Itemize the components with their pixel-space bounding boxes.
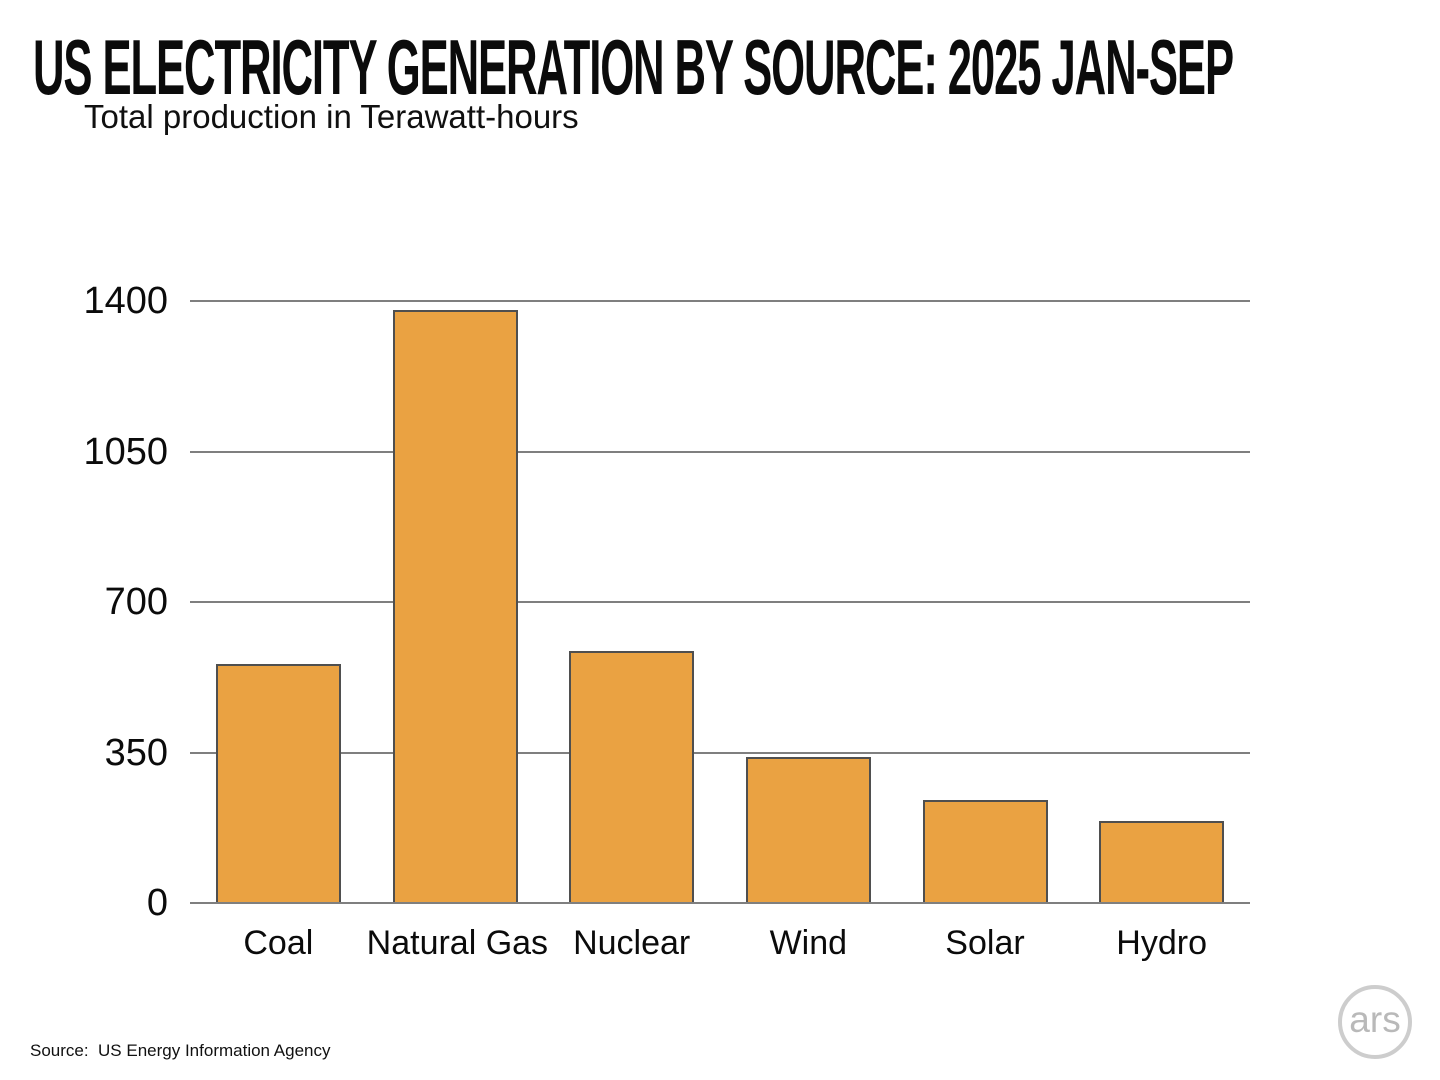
- bar-solar: [922, 799, 1048, 903]
- gridline-1400: [190, 300, 1250, 302]
- x-axis-baseline: [190, 902, 1250, 904]
- x-tick-label-hydro: Hydro: [1116, 924, 1207, 962]
- y-tick-label-0: 0: [146, 882, 168, 924]
- y-tick-label-1400: 1400: [83, 280, 168, 322]
- y-tick-label-700: 700: [104, 581, 168, 623]
- bar-nuclear: [569, 651, 695, 903]
- bar-hydro: [1099, 821, 1225, 903]
- bar-coal: [215, 664, 341, 903]
- chart-subtitle: Total production in Terawatt-hours: [84, 98, 579, 135]
- y-tick-label-1050: 1050: [83, 430, 168, 473]
- source-note: Source: US Energy Information Agency: [30, 1041, 331, 1060]
- gridline-350: [190, 751, 1250, 754]
- chart-title: US ELECTRICITY GENERATION BY SOURCE: 202…: [33, 23, 1234, 111]
- bar-wind: [745, 756, 871, 903]
- x-tick-label-natural-gas: Natural Gas: [366, 924, 549, 962]
- x-tick-label-nuclear: Nuclear: [573, 924, 691, 962]
- bar-natural-gas: [392, 309, 518, 903]
- x-tick-label-solar: Solar: [945, 924, 1025, 962]
- gridline-700: [190, 601, 1250, 603]
- x-tick-label-coal: Coal: [243, 924, 314, 962]
- ars-logo-text: ars: [1349, 999, 1401, 1040]
- y-tick-label-350: 350: [104, 731, 168, 774]
- x-tick-label-wind: Wind: [769, 924, 848, 962]
- gridline-1050: [190, 450, 1250, 453]
- ars-technica-logo: ars: [1338, 985, 1412, 1059]
- gridline-0: [190, 902, 1250, 904]
